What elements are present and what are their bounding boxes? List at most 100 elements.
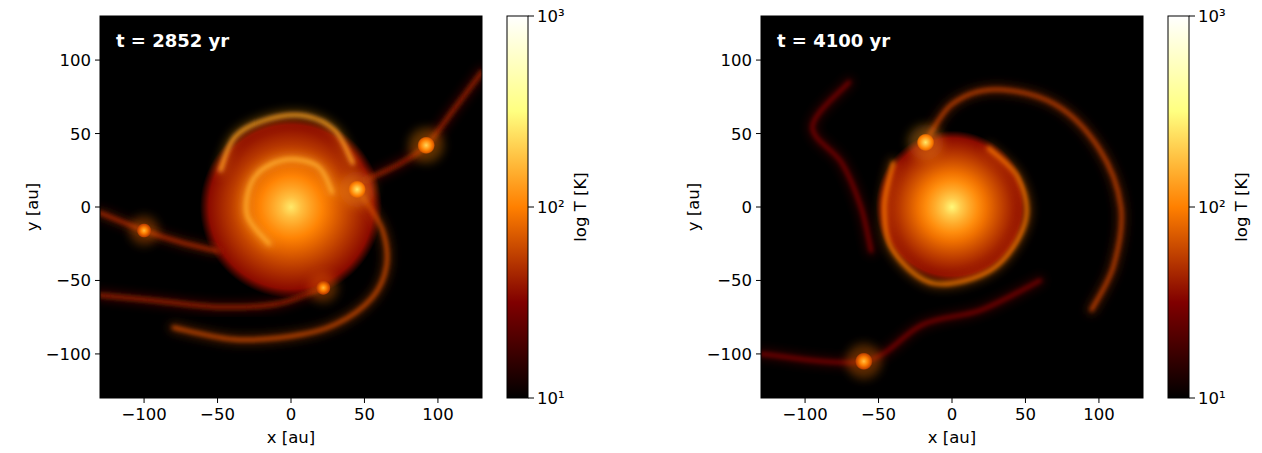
x-tick xyxy=(364,398,365,403)
y-tick-label: 100 xyxy=(60,51,92,70)
y-tick-label: 100 xyxy=(721,51,753,70)
arm-glow xyxy=(812,82,871,251)
spiral-arm xyxy=(812,82,871,251)
y-tick xyxy=(95,280,100,281)
clump xyxy=(137,223,152,238)
colorbar-tick-label: 10³ xyxy=(537,7,565,26)
clump xyxy=(917,134,935,152)
x-tick xyxy=(144,398,145,403)
arm-glow xyxy=(364,72,482,181)
map-marks xyxy=(100,72,482,340)
spiral-arm xyxy=(100,213,218,251)
x-tick-label: 50 xyxy=(354,405,375,424)
clump xyxy=(316,280,331,295)
colorbar-tick-label: 10² xyxy=(537,198,565,217)
clump xyxy=(855,352,873,370)
y-tick-label: −100 xyxy=(707,345,752,364)
x-tick-label: 50 xyxy=(1015,405,1036,424)
y-tick-label: −100 xyxy=(46,345,91,364)
colorbar-tick xyxy=(1189,16,1195,17)
y-tick-label: −50 xyxy=(56,271,91,290)
spiral-arm xyxy=(246,159,332,243)
y-tick xyxy=(95,353,100,354)
y-tick-label: 0 xyxy=(81,198,92,217)
time-annotation: t = 2852 yr xyxy=(116,30,229,51)
clump xyxy=(417,136,435,154)
colorbar-tick-label: 10¹ xyxy=(537,389,565,408)
clump-glow xyxy=(409,128,444,163)
clump-glow xyxy=(309,273,338,302)
colorbar-title: log T [K] xyxy=(571,172,590,241)
colorbar-tick-label: 10¹ xyxy=(1198,389,1226,408)
x-tick-label: 0 xyxy=(947,405,958,424)
x-tick xyxy=(952,398,953,403)
arm-glow xyxy=(884,148,1027,284)
x-tick xyxy=(217,398,218,403)
y-tick xyxy=(756,133,761,134)
colorbar-tick xyxy=(528,398,534,399)
clump-glow xyxy=(846,344,881,379)
figure: −100 −50 0 50 100 −100 −50 0 50 100 x [au] y [au] t … xyxy=(0,0,1262,453)
x-axis-title: x [au] xyxy=(267,428,315,447)
y-tick xyxy=(95,207,100,208)
y-tick xyxy=(756,207,761,208)
x-tick-label: −50 xyxy=(861,405,896,424)
arm-glow xyxy=(100,288,323,307)
y-tick xyxy=(95,133,100,134)
y-axis-title: y [au] xyxy=(684,183,703,231)
colorbar-tick xyxy=(1189,207,1195,208)
colorbar-tick-label: 10² xyxy=(1198,198,1226,217)
colorbar xyxy=(1168,16,1189,398)
x-tick-label: 100 xyxy=(422,405,454,424)
x-tick-label: −100 xyxy=(121,405,166,424)
arm-glow xyxy=(246,159,332,243)
clump-glow xyxy=(129,216,158,245)
y-tick xyxy=(756,353,761,354)
x-tick xyxy=(878,398,879,403)
plot-background xyxy=(100,16,482,398)
y-tick xyxy=(756,280,761,281)
map-marks xyxy=(761,82,1122,379)
x-tick-label: 100 xyxy=(1083,405,1115,424)
panel: −100 −50 0 50 100 −100 −50 0 50 100 x [au] y [au] t … xyxy=(684,7,1251,447)
spiral-arm xyxy=(364,72,482,181)
x-tick-label: 0 xyxy=(286,405,297,424)
y-tick-label: 50 xyxy=(70,125,91,144)
spiral-arm xyxy=(173,195,387,339)
colorbar-tick xyxy=(528,16,534,17)
x-tick xyxy=(805,398,806,403)
arm-glow xyxy=(761,280,1040,362)
x-tick xyxy=(1098,398,1099,403)
disk xyxy=(200,116,382,298)
y-tick xyxy=(95,60,100,61)
colorbar-tick xyxy=(528,207,534,208)
x-tick xyxy=(1025,398,1026,403)
colorbar-title: log T [K] xyxy=(1232,172,1251,241)
plot-frame xyxy=(761,16,1143,398)
time-annotation: t = 4100 yr xyxy=(777,30,890,51)
plot-background xyxy=(761,16,1143,398)
x-tick xyxy=(291,398,292,403)
x-tick-label: −50 xyxy=(200,405,235,424)
arm-glow xyxy=(173,195,387,339)
clump-glow xyxy=(339,172,374,207)
y-tick-label: 50 xyxy=(731,125,752,144)
y-tick-label: 0 xyxy=(742,198,753,217)
spiral-arm xyxy=(761,280,1040,362)
colorbar xyxy=(507,16,528,398)
clump xyxy=(348,181,366,199)
y-axis-title: y [au] xyxy=(23,183,42,231)
arm-glow xyxy=(100,213,218,251)
spiral-arm xyxy=(884,148,1027,284)
x-axis-title: x [au] xyxy=(928,428,976,447)
y-tick-label: −50 xyxy=(717,271,752,290)
colorbar-tick xyxy=(1189,398,1195,399)
panel: −100 −50 0 50 100 −100 −50 0 50 100 x [au] y [au] t … xyxy=(23,7,590,447)
x-tick-label: −100 xyxy=(782,405,827,424)
disk xyxy=(876,131,1029,284)
spiral-arm xyxy=(100,288,323,307)
x-tick xyxy=(437,398,438,403)
y-tick xyxy=(756,60,761,61)
colorbar-tick-label: 10³ xyxy=(1198,7,1226,26)
plot-frame xyxy=(100,16,482,398)
